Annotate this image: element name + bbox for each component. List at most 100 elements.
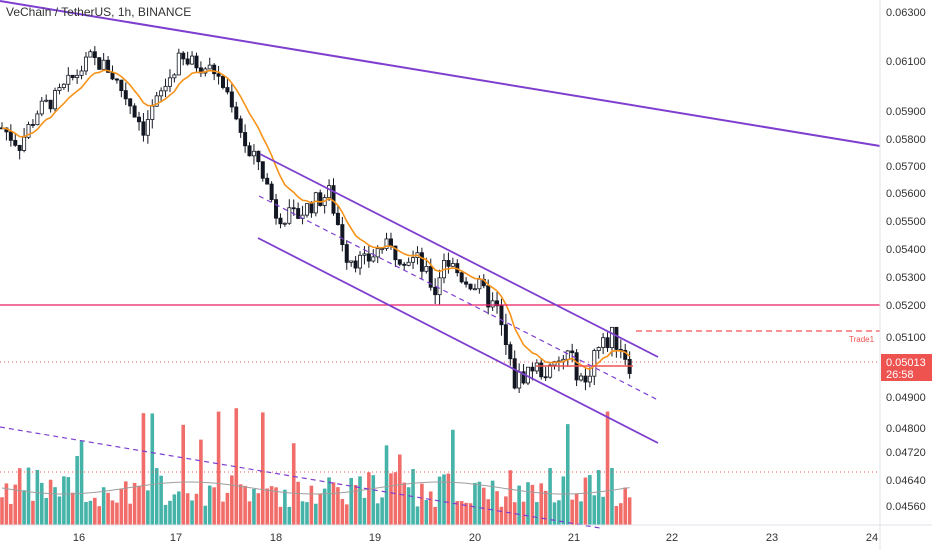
- candle-body: [66, 74, 71, 85]
- candles: [0, 46, 632, 393]
- volume-bar: [574, 493, 579, 525]
- candle-body: [340, 224, 345, 245]
- price-tick-label: 0.05400: [886, 244, 926, 256]
- candle-body: [459, 272, 464, 283]
- candle-body: [446, 260, 451, 267]
- volume-bar: [177, 491, 181, 525]
- volume-bars: [0, 408, 632, 525]
- candle-body: [437, 277, 442, 296]
- candle-body: [623, 349, 628, 360]
- volume-bar: [358, 476, 362, 525]
- volume-bar: [274, 487, 278, 525]
- volume-bar: [132, 482, 137, 525]
- candle-body: [57, 87, 62, 91]
- candle-body: [579, 375, 584, 381]
- price-tick-label: 0.05600: [886, 188, 926, 200]
- volume-bar: [0, 497, 4, 525]
- volume-bar: [336, 487, 340, 525]
- volume-bar: [84, 501, 88, 525]
- volume-bar: [344, 504, 349, 525]
- candle-body: [8, 131, 13, 141]
- candle-body: [583, 375, 588, 383]
- candle-body: [35, 113, 40, 126]
- volume-bar: [238, 484, 243, 525]
- time-tick-label: 23: [766, 532, 778, 544]
- volume-bar: [508, 470, 513, 525]
- volume-bar: [384, 445, 389, 525]
- candle-body: [75, 74, 80, 78]
- volume-bar: [123, 481, 128, 525]
- candle-body: [570, 350, 575, 354]
- candle-body: [119, 79, 124, 92]
- time-tick-label: 17: [170, 532, 182, 544]
- volume-bar: [234, 408, 239, 525]
- volume-bar: [300, 501, 305, 525]
- candle-body: [371, 256, 376, 262]
- candle-body: [225, 87, 230, 93]
- candle-body: [17, 144, 22, 151]
- volume-bar: [62, 476, 66, 525]
- price-tick-label: 0.05800: [886, 134, 926, 146]
- volume-bar: [212, 487, 216, 525]
- candle-body: [605, 337, 610, 349]
- candle-body: [260, 161, 265, 179]
- ema-line: [1, 69, 631, 371]
- candle-body: [543, 376, 548, 379]
- volume-ma-line: [1, 481, 630, 495]
- candle-body: [534, 362, 539, 372]
- candle-body: [287, 207, 292, 224]
- candle-body: [411, 257, 416, 263]
- volume-bar: [13, 484, 18, 525]
- volume-bar: [389, 473, 393, 525]
- last-price-badge-bg: [881, 354, 932, 381]
- price-tick-label: 0.05300: [886, 272, 926, 284]
- price-tick-label: 0.05700: [886, 161, 926, 173]
- plot-area[interactable]: [0, 0, 880, 525]
- overlays: [0, 0, 881, 529]
- volume-bar: [318, 493, 323, 525]
- candle-body: [141, 121, 146, 136]
- candle-body: [318, 192, 323, 206]
- candle-body: [194, 55, 199, 69]
- candle-body: [349, 260, 354, 263]
- volume-bar: [340, 498, 345, 525]
- time-tick-label: 24: [866, 532, 878, 544]
- volume-bar: [614, 506, 619, 525]
- volume-bar: [375, 503, 380, 525]
- volume-bar: [221, 501, 225, 525]
- candle-body: [181, 52, 186, 60]
- candle-body: [601, 337, 606, 348]
- candle-body: [530, 366, 535, 372]
- volume-bar: [530, 484, 535, 525]
- volume-bar: [230, 475, 234, 525]
- volume-bar: [362, 497, 367, 525]
- candle-body: [565, 350, 570, 360]
- volume-bar: [592, 495, 597, 525]
- candle-body: [313, 192, 318, 214]
- volume-bar: [583, 477, 588, 525]
- price-tick-label: 0.06100: [886, 56, 926, 68]
- candle-body: [137, 116, 142, 123]
- candle-body: [176, 52, 181, 76]
- volume-bar: [490, 480, 495, 525]
- volume-bar: [66, 477, 71, 525]
- volume-bar: [605, 411, 610, 525]
- candle-body: [30, 124, 35, 126]
- candle-body: [344, 244, 349, 263]
- candle-body: [13, 139, 18, 146]
- volume-bar: [141, 413, 146, 525]
- candle-body: [154, 95, 159, 107]
- candle-body: [212, 64, 217, 75]
- volume-bar: [247, 501, 252, 525]
- volume-bar: [499, 506, 504, 525]
- candle-body: [380, 248, 385, 250]
- price-tick-label: 0.05500: [886, 216, 926, 228]
- volume-bar: [415, 506, 420, 525]
- volume-bar: [486, 499, 490, 525]
- volume-bar: [322, 488, 327, 525]
- candle-body: [587, 375, 592, 383]
- volume-bar: [93, 497, 97, 525]
- candle-body: [97, 57, 102, 70]
- candle-body: [375, 248, 380, 258]
